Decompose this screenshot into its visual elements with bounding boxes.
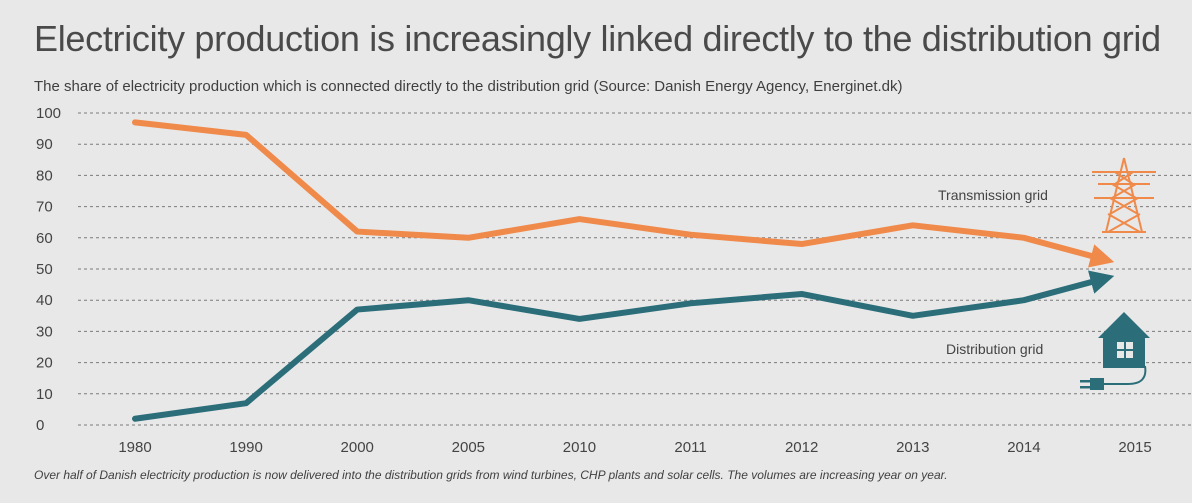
y-tick-label-40: 40	[36, 292, 53, 309]
series-label-transmission-grid: Transmission grid	[938, 187, 1048, 203]
x-tick-label-2015: 2015	[1118, 439, 1151, 456]
house-plug-icon	[1080, 312, 1150, 390]
y-tick-label-10: 10	[36, 386, 53, 403]
y-tick-label-0: 0	[36, 417, 44, 434]
transmission-tower-icon	[1092, 157, 1156, 233]
x-tick-label-2012: 2012	[785, 439, 818, 456]
x-tick-label-1980: 1980	[118, 439, 151, 456]
x-tick-label-2011: 2011	[674, 439, 706, 456]
series-label-distribution-grid: Distribution grid	[946, 341, 1043, 357]
x-tick-label-2010: 2010	[563, 439, 596, 456]
y-tick-label-80: 80	[36, 167, 53, 184]
y-tick-label-30: 30	[36, 323, 53, 340]
y-tick-label-60: 60	[36, 230, 53, 247]
x-tick-label-2014: 2014	[1007, 439, 1040, 456]
x-tick-label-2000: 2000	[341, 439, 374, 456]
chart-footnote: Over half of Danish electricity producti…	[34, 468, 948, 482]
y-tick-label-20: 20	[36, 355, 53, 372]
x-tick-label-1990: 1990	[229, 439, 262, 456]
y-tick-label-70: 70	[36, 199, 53, 216]
x-tick-label-2005: 2005	[452, 439, 485, 456]
x-tick-label-2013: 2013	[896, 439, 929, 456]
y-tick-label-50: 50	[36, 261, 53, 278]
series-line-distribution-grid	[132, 270, 1115, 422]
series-line-transmission-grid	[132, 119, 1115, 268]
chart-subtitle: The share of electricity production whic…	[34, 78, 903, 95]
chart-title: Electricity production is increasingly l…	[34, 18, 1161, 59]
y-tick-label-90: 90	[36, 136, 53, 153]
y-tick-label-100: 100	[36, 105, 61, 122]
